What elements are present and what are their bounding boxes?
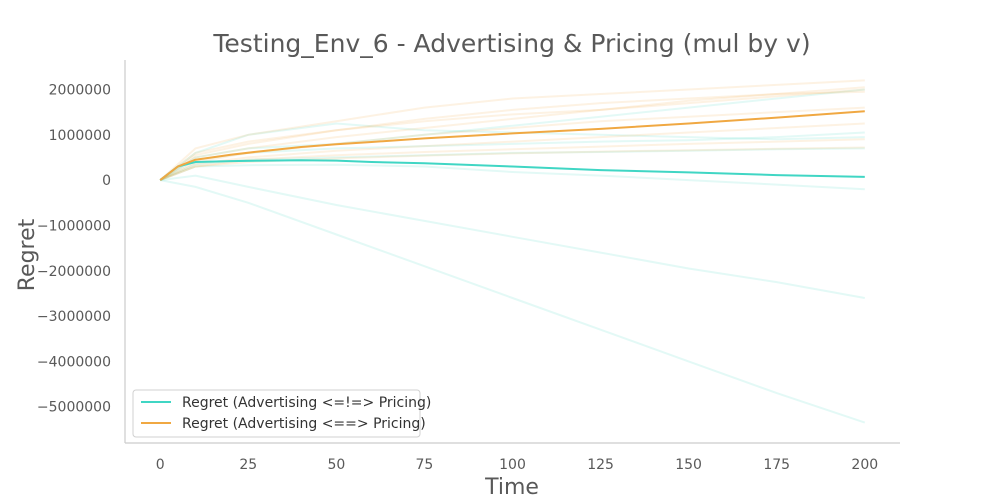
y-tick-label: −4000000 — [37, 354, 111, 370]
background-runs — [159, 79, 866, 424]
x-tick-label: 200 — [851, 457, 878, 473]
x-tick-label: 175 — [763, 457, 790, 473]
x-axis-label: Time — [484, 475, 539, 500]
y-tick-labels: 2000000 1000000 0 −1000000 −2000000 −3000000 −… — [37, 83, 111, 416]
y-tick-label: −3000000 — [37, 309, 111, 325]
background-run-line — [159, 86, 865, 181]
legend-label-series-2: Regret (Advertising <==> Pricing) — [182, 416, 426, 432]
legend-label-series-1: Regret (Advertising <=!=> Pricing) — [182, 395, 431, 411]
background-run-line — [160, 179, 866, 424]
background-run-line — [159, 90, 865, 181]
chart-title: Testing_Env_6 - Advertising & Pricing (m… — [212, 29, 810, 58]
x-tick-label: 150 — [675, 457, 702, 473]
x-tick-label: 75 — [415, 457, 433, 473]
y-tick-label: 1000000 — [49, 128, 111, 144]
y-tick-label: −5000000 — [37, 400, 111, 416]
x-tick-labels: 0 25 50 75 100 125 150 175 200 — [156, 457, 878, 473]
y-tick-label: −1000000 — [37, 218, 111, 234]
legend-box — [132, 389, 421, 438]
background-run-line — [159, 88, 865, 181]
series-line-1 — [159, 159, 865, 181]
x-tick-label: 100 — [499, 457, 526, 473]
background-run-line — [159, 122, 865, 181]
x-tick-label: 125 — [587, 457, 614, 473]
background-run-line — [159, 79, 865, 181]
series-line-2 — [159, 110, 865, 181]
x-tick-label: 25 — [239, 457, 257, 473]
mean-series — [159, 110, 865, 181]
y-tick-label: 0 — [102, 173, 111, 189]
background-run-line — [159, 138, 865, 182]
y-tick-label: −2000000 — [37, 264, 111, 280]
background-run-line — [159, 146, 865, 182]
background-run-line — [159, 163, 865, 191]
axes — [124, 60, 900, 444]
legend: Regret (Advertising <=!=> Pricing) Regre… — [132, 389, 431, 438]
x-tick-label: 0 — [156, 457, 165, 473]
background-run-line — [160, 174, 865, 299]
y-tick-label: 2000000 — [49, 83, 111, 99]
x-tick-label: 50 — [327, 457, 345, 473]
background-run-line — [159, 88, 865, 181]
background-run-line — [159, 106, 865, 181]
y-axis-label: Regret — [15, 218, 40, 291]
